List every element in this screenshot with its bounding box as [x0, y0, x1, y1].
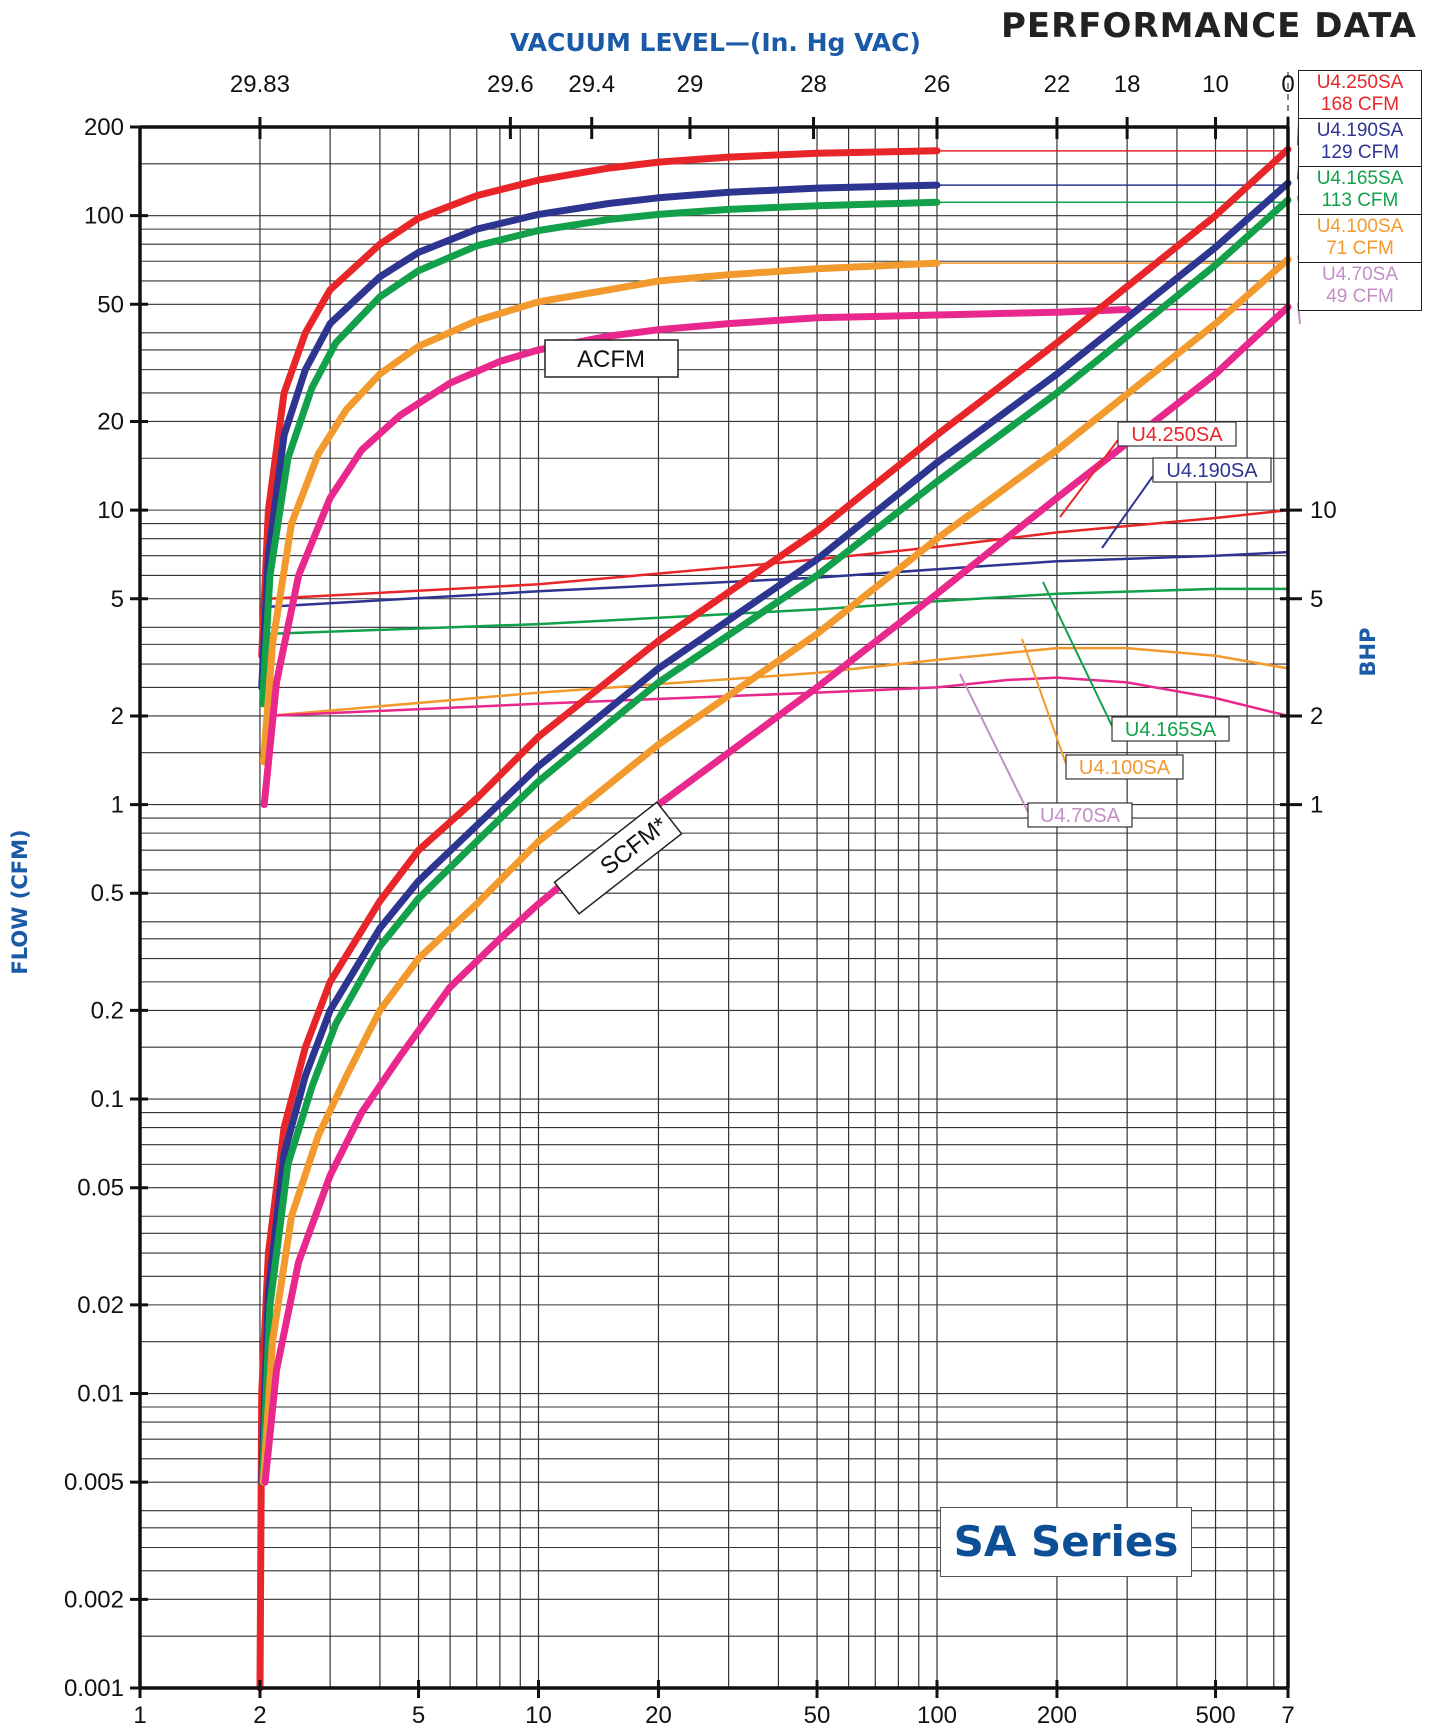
scfm-box [553, 801, 683, 915]
y-tick-label: 0.01 [77, 1381, 124, 1408]
y-tick-label: 0.5 [91, 880, 124, 907]
bhp-tick-label: 10 [1310, 497, 1337, 524]
legend-item-u4-190sa: U4.190SA 129 CFM [1299, 119, 1421, 167]
top-tick-label: 10 [1202, 71, 1229, 98]
x-tick-label: 50 [804, 1702, 831, 1723]
bhp-label-box-u4-100sa [1065, 754, 1184, 780]
bhp-label-box-u4-190sa [1152, 457, 1272, 483]
y-tick-label: 0.1 [91, 1086, 124, 1113]
curves [256, 145, 1292, 1692]
grid-lines [140, 72, 1289, 1688]
legend-cfm: 113 CFM [1321, 190, 1399, 211]
y-tick-label: 0.002 [64, 1586, 124, 1613]
legend-model: U4.100SA [1316, 216, 1404, 237]
bhp-label-u4-250sa: U4.250SA [1131, 424, 1223, 446]
scfm-curve-u4-190sa [258, 179, 1292, 1486]
scfm-curve-u4-250sa [256, 145, 1292, 1692]
legend-model: U4.165SA [1316, 168, 1404, 189]
legend-cfm: 168 CFM [1320, 94, 1400, 115]
legend-item-u4-100sa: U4.100SA 71 CFM [1299, 215, 1421, 263]
legend-cfm: 129 CFM [1320, 142, 1400, 163]
bhp-label-u4-165sa: U4.165SA [1125, 719, 1217, 741]
bhp-label-u4-190sa: U4.190SA [1166, 460, 1258, 482]
top-tick-label: 22 [1044, 71, 1071, 98]
acfm-box [544, 339, 679, 378]
bhp-label-box-u4-165sa [1111, 716, 1230, 742]
bhp-curve-u4-190sa [268, 550, 1289, 608]
series-badge: SA Series [940, 1507, 1192, 1577]
top-tick-label: 29.83 [230, 71, 290, 98]
top-tick-label: 28 [800, 71, 827, 98]
legend-item-u4-70sa: U4.70SA 49 CFM [1299, 263, 1421, 310]
bhp-label-u4-70sa: U4.70SA [1040, 805, 1121, 827]
bhp-curve-u4-100sa [268, 646, 1289, 718]
x-tick-label: 200 [1037, 1702, 1077, 1723]
legend-cfm: 71 CFM [1326, 238, 1394, 259]
x-tick-label: 20 [645, 1702, 672, 1723]
y-tick-label: 100 [84, 203, 124, 230]
acfm-curve-u4-190sa [258, 181, 941, 691]
y-tick-label: 0.005 [64, 1469, 124, 1496]
top-tick-label: 29 [677, 71, 704, 98]
legend-model: U4.250SA [1316, 72, 1404, 93]
x-tick-label: 10 [525, 1702, 552, 1723]
x-tick-label: 100 [917, 1702, 957, 1723]
y-tick-label: 0.001 [64, 1675, 124, 1702]
axes [130, 117, 1302, 1698]
bhp-curve-u4-70sa [268, 676, 1289, 718]
bhp-curve-u4-165sa [268, 587, 1288, 636]
page-title: PERFORMANCE DATA [1000, 6, 1417, 46]
bhp-label-box-u4-70sa [1027, 802, 1133, 828]
y-tick-label: 200 [84, 114, 124, 141]
x-tick-label: 500 [1196, 1702, 1236, 1723]
legend-item-u4-165sa: U4.165SA 113 CFM [1299, 167, 1421, 215]
bhp-leader-u4-70sa [959, 673, 1029, 813]
bhp-tick-label: 2 [1310, 703, 1323, 730]
y-tick-label: 0.02 [77, 1292, 124, 1319]
scfm-curve-u4-165sa [259, 196, 1292, 1486]
bhp-label-box-u4-250sa [1117, 421, 1237, 447]
y-tick-label: 1 [111, 792, 124, 819]
y-tick-label: 5 [111, 586, 124, 613]
y-tick-label: 20 [97, 408, 124, 435]
legend-model: U4.70SA [1321, 264, 1399, 285]
y-tick-label: 0.05 [77, 1175, 124, 1202]
bhp-leader-u4-190sa [1101, 475, 1154, 549]
acfm-curve-u4-70sa [260, 306, 1131, 809]
acfm-curve-u4-165sa [259, 198, 941, 708]
y-tick-label: 0.2 [91, 997, 124, 1024]
top-axis-title: VACUUM LEVEL—(In. Hg VAC) [510, 28, 921, 57]
scfm-curve-u4-70sa [261, 303, 1292, 1486]
top-tick-label: 18 [1114, 71, 1141, 98]
bhp-leader-u4-250sa [1059, 439, 1119, 518]
x-tick-label: 5 [412, 1702, 425, 1723]
x-tick-label: 2 [253, 1702, 266, 1723]
acfm-label: ACFM [577, 346, 645, 373]
bhp-tick-label: 5 [1310, 586, 1323, 613]
bhp-leader-u4-100sa [1021, 638, 1067, 765]
legend-cfm: 49 CFM [1326, 286, 1394, 307]
x-tick-label: 1 [133, 1702, 146, 1723]
legend-model: U4.190SA [1316, 120, 1404, 141]
x-tick-label: 7 [1281, 1702, 1294, 1723]
top-tick-label: 29.4 [568, 71, 615, 98]
y-tick-label: 2 [111, 703, 124, 730]
y-tick-label: 10 [97, 497, 124, 524]
scfm-curve-u4-100sa [259, 255, 1292, 1486]
legend-item-u4-250sa: U4.250SA 168 CFM [1299, 71, 1421, 119]
bhp-curve-u4-250sa [268, 508, 1289, 601]
bhp-tick-label: 1 [1310, 792, 1323, 819]
acfm-curve-u4-100sa [259, 259, 941, 766]
acfm-curve-u4-250sa [258, 147, 941, 660]
legend: U4.250SA 168 CFM U4.190SA 129 CFM U4.165… [1298, 70, 1422, 311]
tick-labels: 1 2 5 10 20 50 100 200 500 729.83 29.6 29.4 29 28 26 22… [64, 71, 1337, 1723]
y-tick-label: 50 [97, 291, 124, 318]
top-tick-label: 0 [1281, 71, 1294, 98]
bhp-leader-u4-165sa [1042, 581, 1113, 727]
top-tick-label: 26 [924, 71, 951, 98]
bhp-label-u4-100sa: U4.100SA [1079, 757, 1171, 779]
scfm-group: SCFM* [553, 801, 683, 915]
top-tick-label: 29.6 [487, 71, 534, 98]
